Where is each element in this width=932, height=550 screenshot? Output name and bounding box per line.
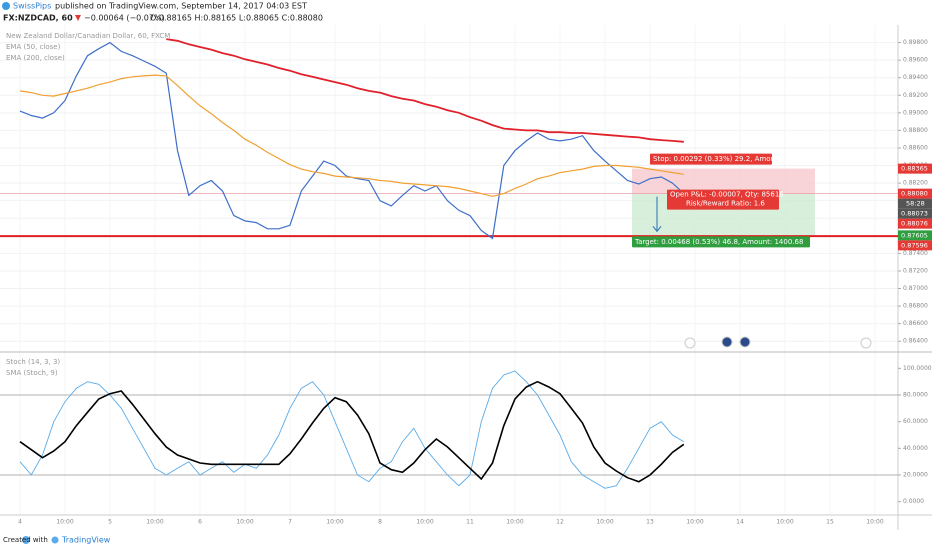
x-tick-label: 10:00 <box>686 519 703 526</box>
x-tick-label: 10:00 <box>596 519 613 526</box>
change: −0.00064 (−0.07%) <box>84 14 165 23</box>
price-label: 0.88073 <box>901 210 928 218</box>
y-tick-label: 0.89800 <box>903 39 928 46</box>
x-tick-label: 14 <box>736 519 744 526</box>
legend-entry: EMA (200, close) <box>6 54 65 62</box>
author[interactable]: SwissPips <box>13 2 51 11</box>
y-tick-label: 0.86400 <box>903 338 928 345</box>
down-arrow <box>75 15 81 21</box>
x-tick-label: 12 <box>556 519 564 526</box>
y-tick-label: 0.88200 <box>903 180 928 187</box>
stop-label-bg <box>650 153 772 165</box>
y-tick-label: 0.86800 <box>903 303 928 310</box>
series-line <box>19 74 684 197</box>
y-tick-label: 60.0000 <box>903 418 928 425</box>
x-tick-label: 10:00 <box>866 519 883 526</box>
price-label-bg <box>898 230 932 241</box>
series-line <box>166 38 684 143</box>
x-tick-label: 10:00 <box>506 519 523 526</box>
target-arrowhead <box>652 226 662 233</box>
pnl-label-bg <box>667 189 779 210</box>
y-tick-label: 0.89400 <box>903 74 928 81</box>
x-tick-label: 10:00 <box>56 519 73 526</box>
y-tick-label: 0.88600 <box>903 144 928 151</box>
ratio-label: Risk/Reward Ratio: 1.6 <box>686 200 765 208</box>
price-label-bg <box>898 240 932 251</box>
y-tick-label: 0.89200 <box>903 92 928 99</box>
y-tick-label: 0.89600 <box>903 57 928 64</box>
logo <box>22 536 30 544</box>
y-tick-label: 0.87400 <box>903 250 928 257</box>
countdown-bg <box>898 198 932 209</box>
target-label: Target: 0.00468 (0.53%) 46.8, Amount: 14… <box>634 238 803 246</box>
series-line <box>19 380 685 483</box>
published: published on TradingView.com, September … <box>55 2 307 11</box>
event-icon[interactable] <box>721 336 733 348</box>
event-icon[interactable] <box>684 337 696 349</box>
ohlc: O:0.88165 H:0.88165 L:0.88065 C:0.88080 <box>150 14 323 23</box>
y-tick-label: 0.87200 <box>903 267 928 274</box>
price-label: 0.88076 <box>901 220 928 228</box>
stop-label: Stop: 0.00292 (0.33%) 29.2, Amount: 750 <box>653 155 800 163</box>
y-tick-label: 0.86600 <box>903 320 928 327</box>
target-label-bg <box>632 236 810 248</box>
footer-brand[interactable]: TradingView <box>61 536 111 545</box>
y-tick-label: 40.0000 <box>903 445 928 452</box>
brand-logo <box>51 536 59 544</box>
event-icon[interactable] <box>860 337 872 349</box>
x-tick-label: 13 <box>646 519 654 526</box>
stop-zone <box>632 168 815 194</box>
price-label-bg <box>898 163 932 174</box>
x-tick-label: 6 <box>198 519 202 526</box>
y-tick-label: 0.87000 <box>903 285 928 292</box>
price-label: 0.88080 <box>901 190 928 198</box>
x-tick-label: 10:00 <box>416 519 433 526</box>
legend-entry: SMA (Stoch, 9) <box>6 369 58 377</box>
x-tick-label: 4 <box>18 519 22 526</box>
x-tick-label: 10:00 <box>776 519 793 526</box>
legend-entry: EMA (50, close) <box>6 43 61 51</box>
x-tick-label: 10:00 <box>326 519 343 526</box>
x-tick-label: 15 <box>826 519 834 526</box>
event-icon[interactable] <box>739 336 751 348</box>
countdown: 58:28 <box>906 200 925 208</box>
avatar <box>2 2 10 10</box>
y-tick-label: 20.0000 <box>903 472 928 479</box>
footer-created: Created with <box>3 536 48 544</box>
series-line <box>19 370 685 489</box>
pnl-label: Open P&L: -0.00007, Qty: 85616 <box>670 191 784 199</box>
y-tick-label: 0.89000 <box>903 109 928 116</box>
x-tick-label: 11 <box>466 519 474 526</box>
x-tick-label: 10:00 <box>236 519 253 526</box>
price-label-bg <box>898 188 932 199</box>
y-tick-label: 0.88800 <box>903 127 928 134</box>
y-tick-label: 80.0000 <box>903 392 928 399</box>
legend-entry: Stoch (14, 3, 3) <box>6 358 60 366</box>
price-label: 0.87596 <box>901 241 928 249</box>
legend-entry: New Zealand Dollar/Canadian Dollar, 60, … <box>6 32 170 40</box>
y-tick-label: 0.0000 <box>903 498 924 505</box>
x-tick-label: 10:00 <box>146 519 163 526</box>
x-tick-label: 8 <box>378 519 382 526</box>
x-tick-label: 7 <box>288 519 292 526</box>
price-label: 0.88365 <box>901 165 928 173</box>
price-label: 0.87605 <box>901 231 928 239</box>
price-label-bg <box>898 218 932 229</box>
symbol: FX:NZDCAD, 60 <box>3 14 73 23</box>
y-tick-label: 100.0000 <box>903 365 932 372</box>
price-label-bg <box>898 208 932 219</box>
x-tick-label: 5 <box>108 519 112 526</box>
